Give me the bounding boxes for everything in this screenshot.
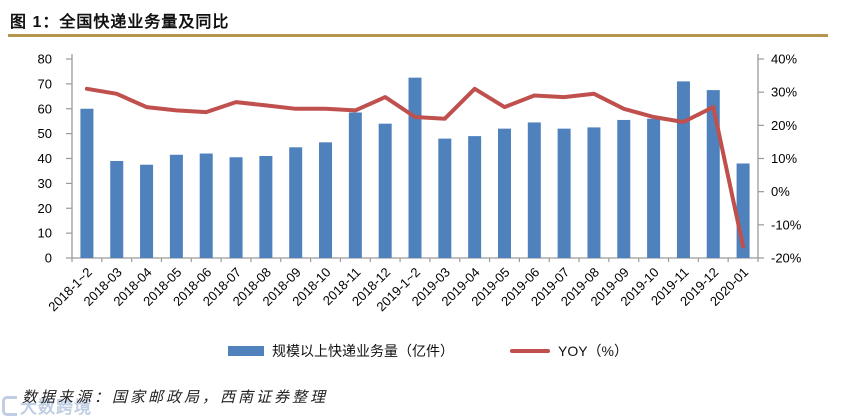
right-axis-tick-label: 40% — [771, 52, 797, 67]
figure-title: 图 1：全国快递业务量及同比 — [10, 14, 230, 31]
bar — [497, 128, 511, 258]
bar — [319, 142, 333, 258]
left-axis-tick-label: 70 — [38, 76, 52, 91]
left-axis-tick-label: 0 — [45, 251, 52, 266]
bar — [527, 122, 541, 259]
left-axis-tick-label: 30 — [38, 176, 52, 191]
bar — [438, 138, 452, 258]
bar-series-swatch-icon — [227, 346, 264, 356]
bar — [706, 90, 720, 258]
bar — [110, 160, 124, 258]
bar — [289, 147, 303, 258]
bar-series — [80, 77, 750, 259]
x-axis-category-label: 2018-1~2 — [45, 265, 95, 315]
watermark: 大数跨境 — [2, 393, 92, 417]
bar — [348, 112, 362, 258]
left-axis-tick-label: 20 — [38, 201, 52, 216]
yoy-line — [84, 86, 746, 249]
left-axis-tick-label: 50 — [38, 126, 52, 141]
title-divider — [8, 34, 828, 37]
right-axis-tick-label: 30% — [771, 85, 797, 100]
left-axis-tick-label: 80 — [38, 52, 52, 67]
legend-item-yoy: YOY（%） — [509, 341, 628, 361]
bar — [199, 153, 213, 258]
bar — [140, 164, 154, 258]
bar — [169, 154, 183, 258]
right-axis-tick-label: -10% — [771, 217, 802, 232]
watermark-logo-icon — [2, 395, 17, 416]
bar — [80, 108, 94, 258]
bar — [676, 81, 690, 258]
right-axis-tick-label: 10% — [771, 151, 797, 166]
bar — [557, 128, 571, 258]
bar — [647, 118, 661, 258]
bar — [408, 77, 422, 258]
right-axis-tick-label: 20% — [771, 118, 797, 133]
bar — [587, 127, 601, 258]
source-note: 数据来源：国家邮政局，西南证券整理 — [22, 390, 329, 406]
left-axis-tick-label: 60 — [38, 101, 52, 116]
bar — [617, 119, 631, 258]
line-series-label: YOY（%） — [557, 343, 628, 359]
right-axis-tick-label: -20% — [771, 251, 802, 266]
right-axis-tick-label: 0% — [771, 184, 790, 199]
line-series-swatch-icon — [509, 349, 550, 353]
bar — [259, 156, 273, 258]
bar — [229, 157, 243, 258]
left-axis-tick-label: 10 — [38, 226, 52, 241]
bar-series-label: 规模以上快递业务量（亿件） — [271, 343, 454, 359]
legend-item-volume: 规模以上快递业务量（亿件） — [227, 341, 454, 361]
chart-canvas: 0 10 20 30 40 50 60 70 80 -20% -10% 0% 10% 20% 30% 40% 2… — [38, 52, 802, 315]
chart-legend: 规模以上快递业务量（亿件） YOY（%） — [0, 341, 856, 361]
bar — [468, 136, 482, 258]
left-axis-tick-label: 40 — [38, 151, 52, 166]
watermark-text: 大数跨境 — [20, 398, 92, 417]
bar — [378, 123, 392, 258]
